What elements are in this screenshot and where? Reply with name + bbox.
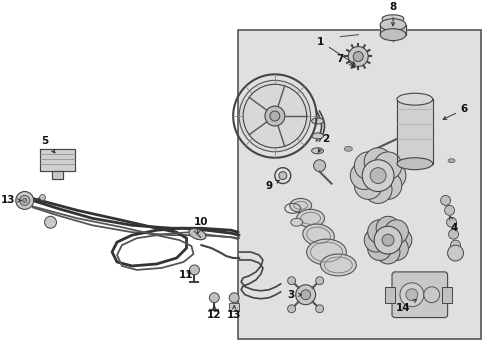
- Text: 8: 8: [388, 2, 396, 26]
- Text: 9: 9: [265, 180, 279, 190]
- Ellipse shape: [188, 229, 205, 240]
- Circle shape: [381, 234, 393, 246]
- Circle shape: [22, 198, 27, 202]
- Ellipse shape: [381, 15, 403, 23]
- Circle shape: [349, 162, 377, 189]
- Circle shape: [209, 293, 219, 303]
- Circle shape: [377, 162, 405, 189]
- Text: 13: 13: [226, 306, 241, 320]
- Text: 2: 2: [318, 134, 328, 152]
- Text: 5: 5: [41, 136, 55, 153]
- Circle shape: [373, 226, 401, 254]
- Circle shape: [364, 228, 387, 252]
- Ellipse shape: [311, 133, 323, 139]
- Circle shape: [264, 106, 284, 126]
- Circle shape: [315, 277, 323, 285]
- Ellipse shape: [379, 19, 405, 31]
- Circle shape: [387, 228, 411, 252]
- Circle shape: [447, 229, 458, 239]
- Ellipse shape: [306, 239, 346, 265]
- Circle shape: [384, 220, 407, 244]
- Circle shape: [239, 80, 310, 152]
- Circle shape: [449, 240, 460, 250]
- Text: 4: 4: [448, 216, 457, 233]
- Text: 11: 11: [179, 270, 193, 280]
- Ellipse shape: [311, 118, 323, 124]
- Circle shape: [375, 240, 399, 264]
- Circle shape: [405, 289, 417, 301]
- Circle shape: [16, 192, 34, 210]
- Circle shape: [44, 216, 56, 228]
- Circle shape: [373, 172, 401, 199]
- Circle shape: [384, 237, 407, 261]
- Ellipse shape: [447, 159, 454, 163]
- Circle shape: [189, 265, 199, 275]
- Bar: [229, 303, 239, 311]
- Circle shape: [444, 206, 454, 215]
- Circle shape: [354, 172, 382, 199]
- Circle shape: [229, 293, 239, 303]
- Ellipse shape: [320, 254, 356, 276]
- Circle shape: [20, 195, 30, 206]
- Ellipse shape: [289, 198, 311, 212]
- Circle shape: [446, 217, 456, 227]
- Circle shape: [399, 283, 423, 307]
- Polygon shape: [40, 149, 75, 171]
- Text: 6: 6: [442, 104, 467, 120]
- Circle shape: [354, 152, 382, 180]
- Polygon shape: [51, 171, 63, 179]
- Circle shape: [364, 148, 391, 176]
- Circle shape: [300, 290, 310, 300]
- Circle shape: [369, 168, 385, 184]
- Ellipse shape: [296, 210, 324, 227]
- Text: 7: 7: [336, 54, 354, 68]
- Text: 1: 1: [316, 37, 354, 64]
- FancyBboxPatch shape: [391, 272, 447, 318]
- Ellipse shape: [311, 148, 323, 154]
- Bar: [238, 30, 480, 339]
- Circle shape: [364, 176, 391, 203]
- Circle shape: [440, 195, 449, 206]
- Text: 14: 14: [395, 300, 416, 312]
- Circle shape: [367, 237, 391, 261]
- Ellipse shape: [396, 93, 432, 105]
- Circle shape: [313, 160, 325, 172]
- Bar: [441, 287, 450, 303]
- Circle shape: [373, 152, 401, 180]
- Ellipse shape: [396, 158, 432, 170]
- Circle shape: [347, 46, 367, 66]
- Ellipse shape: [302, 224, 334, 246]
- Circle shape: [287, 277, 295, 285]
- Bar: [384, 287, 394, 303]
- Circle shape: [269, 111, 279, 121]
- Circle shape: [447, 245, 463, 261]
- Circle shape: [352, 51, 363, 62]
- Circle shape: [315, 305, 323, 313]
- Circle shape: [295, 285, 315, 305]
- Text: 12: 12: [206, 306, 221, 320]
- Circle shape: [423, 287, 439, 303]
- Circle shape: [287, 305, 295, 313]
- Text: 3: 3: [286, 290, 301, 300]
- Text: 13: 13: [0, 195, 21, 206]
- Ellipse shape: [290, 218, 302, 226]
- Ellipse shape: [344, 146, 351, 151]
- Text: 10: 10: [194, 217, 208, 233]
- Ellipse shape: [379, 29, 405, 41]
- Circle shape: [375, 216, 399, 240]
- Circle shape: [367, 220, 391, 244]
- Circle shape: [278, 172, 286, 180]
- Circle shape: [362, 160, 393, 192]
- Circle shape: [40, 194, 45, 201]
